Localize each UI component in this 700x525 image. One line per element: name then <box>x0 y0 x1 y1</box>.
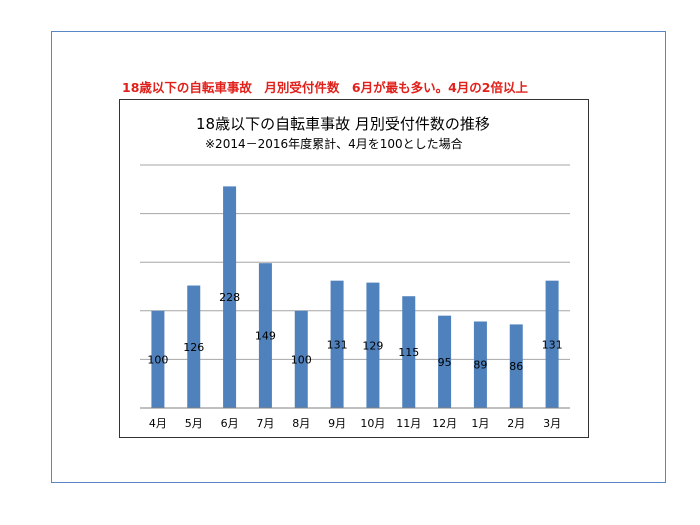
data-label: 100 <box>147 353 168 366</box>
x-tick-label: 3月 <box>543 417 561 430</box>
chart-title: 18歳以下の自転車事故 月別受付件数の推移 <box>196 115 490 133</box>
data-label: 131 <box>542 338 563 351</box>
x-tick-label: 2月 <box>507 417 525 430</box>
bar <box>258 263 272 408</box>
x-tick-label: 7月 <box>256 417 274 430</box>
headline: 18歳以下の自転車事故 月別受付件数 6月が最も多い。4月の2倍以上 <box>122 80 528 95</box>
data-label: 228 <box>219 291 240 304</box>
bars <box>151 186 559 408</box>
data-label: 131 <box>327 338 348 351</box>
data-label: 89 <box>473 359 487 372</box>
chart-subtitle: ※2014－2016年度累計、4月を100とした場合 <box>205 137 463 151</box>
x-tick-label: 1月 <box>471 417 489 430</box>
x-tick-label: 11月 <box>396 417 421 430</box>
data-label: 86 <box>509 360 523 373</box>
gridlines <box>140 164 570 360</box>
data-label: 149 <box>255 330 276 343</box>
bar <box>509 324 523 408</box>
bar <box>187 285 201 408</box>
bar <box>366 282 380 408</box>
data-labels: 100 126 228 149 100 131 129 115 95 89 86 131 <box>147 291 562 373</box>
x-tick-label: 12月 <box>432 417 457 430</box>
bar <box>545 280 559 408</box>
bar <box>294 310 308 408</box>
data-label: 100 <box>291 353 312 366</box>
data-label: 115 <box>398 346 419 359</box>
x-tick-label: 10月 <box>360 417 385 430</box>
data-label: 95 <box>438 356 452 369</box>
x-tick-label: 6月 <box>221 417 239 430</box>
bar <box>223 186 237 408</box>
x-tick-label: 4月 <box>149 417 167 430</box>
data-label: 126 <box>183 341 204 354</box>
x-tick-label: 5月 <box>185 417 203 430</box>
x-tick-labels: 4月 5月 6月 7月 8月 9月 10月 11月 12月 1月 2月 3月 <box>149 417 561 430</box>
bar <box>151 310 165 408</box>
data-label: 129 <box>362 339 383 352</box>
bar <box>402 296 416 408</box>
x-tick-label: 9月 <box>328 417 346 430</box>
bar <box>438 315 452 408</box>
x-tick-label: 8月 <box>292 417 310 430</box>
bar <box>473 321 487 408</box>
bar <box>330 280 344 408</box>
